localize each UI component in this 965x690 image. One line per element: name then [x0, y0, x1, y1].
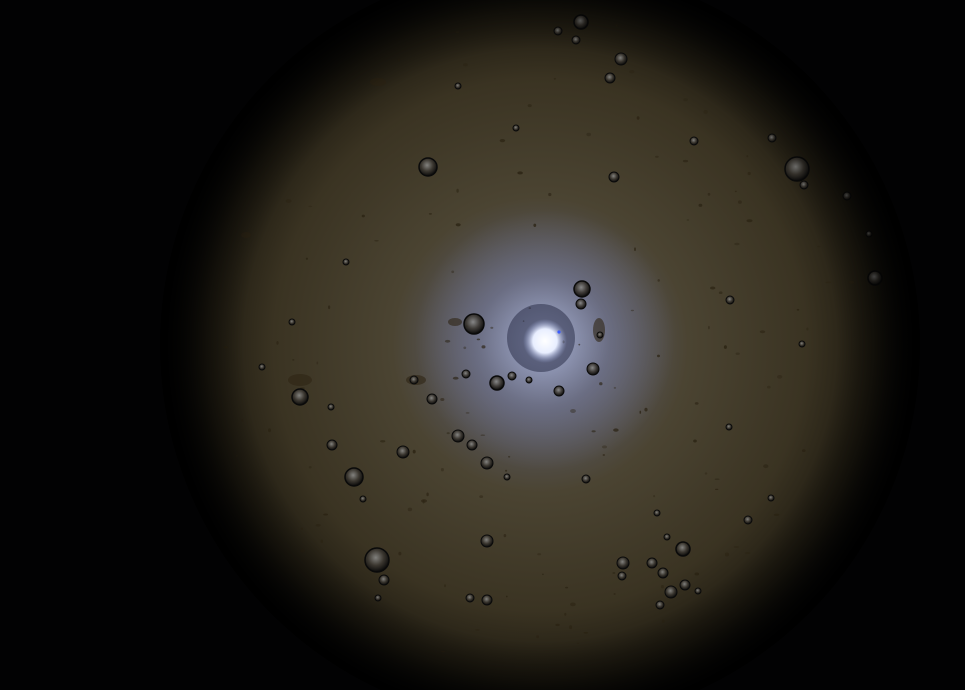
vignette-overlay [160, 0, 920, 690]
